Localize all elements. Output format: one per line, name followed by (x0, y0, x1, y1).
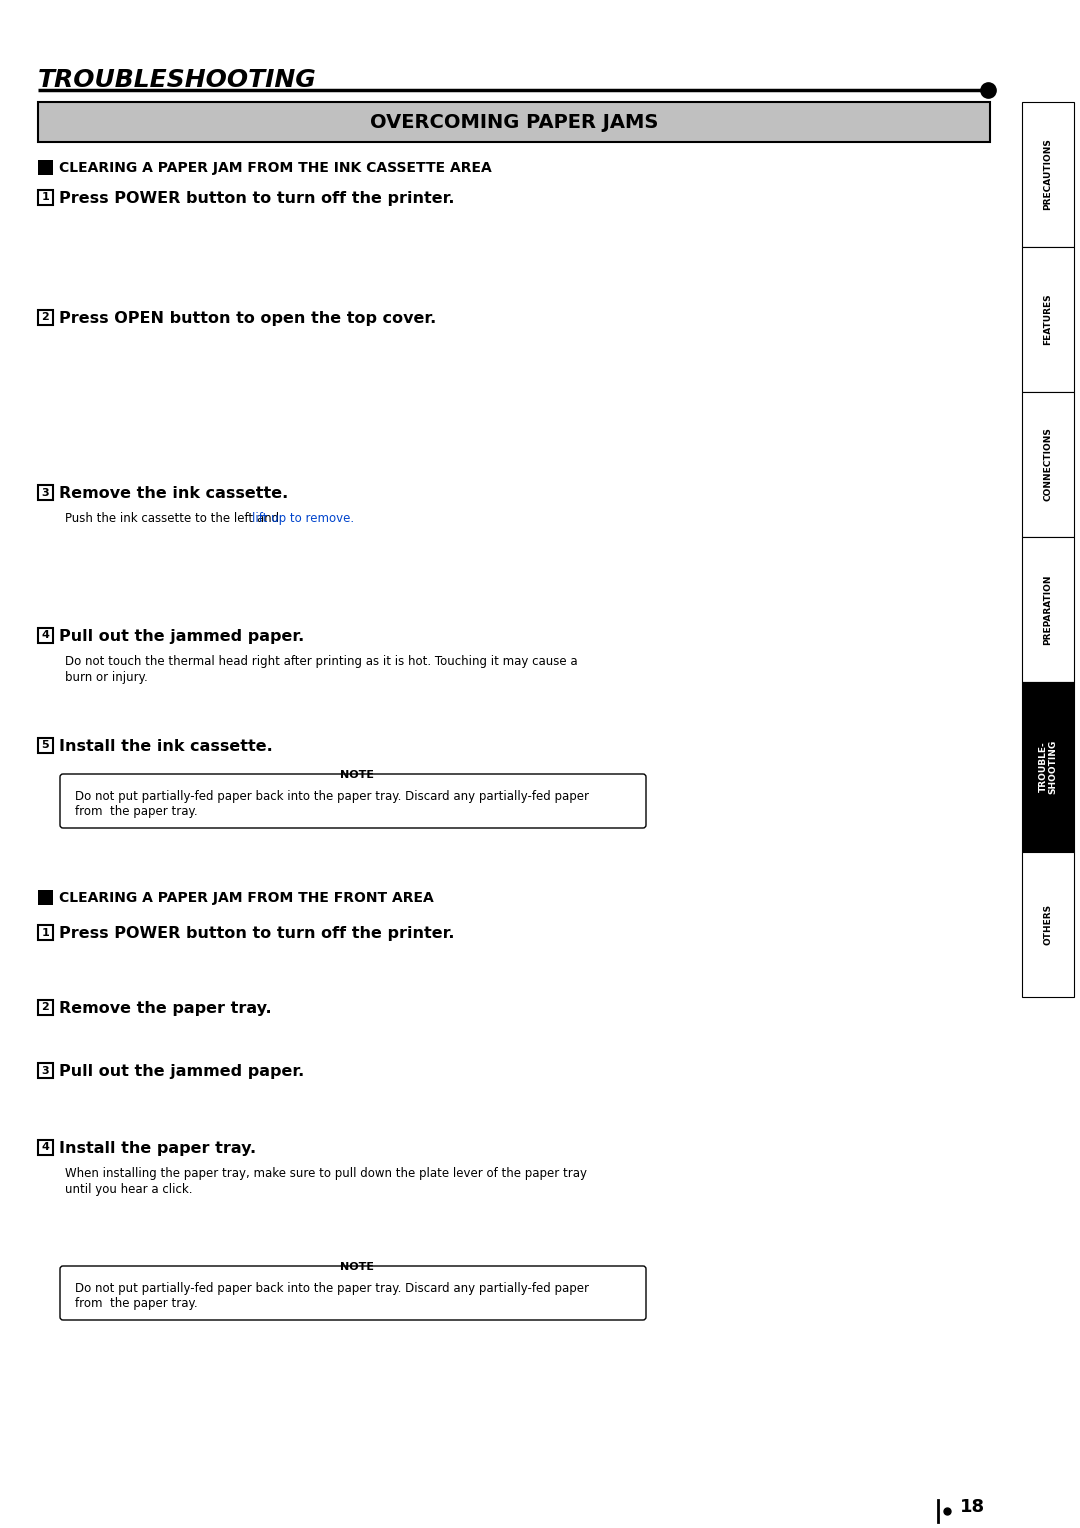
Text: Install the paper tray.: Install the paper tray. (59, 1141, 256, 1157)
Bar (38, 160, 53, 176)
Text: 4: 4 (41, 1143, 50, 1152)
Text: Pull out the jammed paper.: Pull out the jammed paper. (59, 1063, 305, 1079)
Text: OVERCOMING PAPER JAMS: OVERCOMING PAPER JAMS (369, 113, 658, 131)
Text: 1: 1 (42, 193, 50, 203)
Text: PRECAUTIONS: PRECAUTIONS (1043, 139, 1053, 211)
FancyBboxPatch shape (60, 1267, 646, 1320)
Bar (38, 102, 990, 142)
Bar (38, 484, 53, 500)
Bar (38, 1140, 53, 1155)
Text: CLEARING A PAPER JAM FROM THE INK CASSETTE AREA: CLEARING A PAPER JAM FROM THE INK CASSET… (59, 160, 491, 176)
Text: 3: 3 (42, 487, 50, 498)
Text: TROUBLESHOOTING: TROUBLESHOOTING (38, 69, 316, 92)
Text: from  the paper tray.: from the paper tray. (75, 805, 198, 817)
Text: 2: 2 (42, 1002, 50, 1013)
Text: burn or injury.: burn or injury. (65, 671, 148, 685)
Bar (38, 189, 53, 205)
Text: Press POWER button to turn off the printer.: Press POWER button to turn off the print… (59, 191, 455, 206)
Text: TROUBLE-
SHOOTING: TROUBLE- SHOOTING (1039, 740, 1057, 795)
Text: Press OPEN button to open the top cover.: Press OPEN button to open the top cover. (59, 312, 436, 325)
Text: CLEARING A PAPER JAM FROM THE FRONT AREA: CLEARING A PAPER JAM FROM THE FRONT AREA (59, 891, 434, 905)
Text: Remove the paper tray.: Remove the paper tray. (59, 1001, 272, 1016)
Text: Do not put partially-fed paper back into the paper tray. Discard any partially-f: Do not put partially-fed paper back into… (75, 1282, 589, 1296)
Text: When installing the paper tray, make sure to pull down the plate lever of the pa: When installing the paper tray, make sur… (65, 1167, 588, 1180)
Text: NOTE: NOTE (340, 770, 374, 779)
Text: until you hear a click.: until you hear a click. (65, 1183, 192, 1196)
Bar (38, 310, 53, 325)
Text: CONNECTIONS: CONNECTIONS (1043, 428, 1053, 501)
Text: Do not put partially-fed paper back into the paper tray. Discard any partially-f: Do not put partially-fed paper back into… (75, 790, 589, 804)
Text: lift up to remove.: lift up to remove. (252, 512, 354, 526)
Text: 18: 18 (960, 1497, 985, 1516)
Bar (38, 628, 53, 643)
Text: Pull out the jammed paper.: Pull out the jammed paper. (59, 630, 305, 643)
Text: Remove the ink cassette.: Remove the ink cassette. (59, 486, 288, 501)
Text: NOTE: NOTE (340, 1262, 374, 1271)
Bar (38, 889, 53, 905)
Text: Install the ink cassette.: Install the ink cassette. (59, 740, 273, 753)
Text: 4: 4 (41, 631, 50, 640)
Bar (38, 1063, 53, 1077)
FancyBboxPatch shape (60, 775, 646, 828)
Bar (38, 738, 53, 753)
Bar (1022, 681, 1074, 853)
Bar (1022, 853, 1074, 996)
Text: FEATURES: FEATURES (1043, 293, 1053, 345)
Bar (1022, 393, 1074, 536)
Text: 2: 2 (42, 313, 50, 322)
Text: Do not touch the thermal head right after printing as it is hot. Touching it may: Do not touch the thermal head right afte… (65, 656, 578, 668)
Bar (38, 924, 53, 940)
Text: PREPARATION: PREPARATION (1043, 575, 1053, 645)
Bar (1022, 248, 1074, 393)
Text: from  the paper tray.: from the paper tray. (75, 1297, 198, 1309)
Text: 3: 3 (42, 1065, 50, 1076)
Bar (1022, 536, 1074, 681)
Bar (38, 999, 53, 1015)
Text: Push the ink cassette to the left and: Push the ink cassette to the left and (65, 512, 283, 526)
Text: 1: 1 (42, 927, 50, 938)
Text: OTHERS: OTHERS (1043, 905, 1053, 944)
Text: 5: 5 (42, 741, 50, 750)
Text: Press POWER button to turn off the printer.: Press POWER button to turn off the print… (59, 926, 455, 941)
Bar (1022, 102, 1074, 248)
